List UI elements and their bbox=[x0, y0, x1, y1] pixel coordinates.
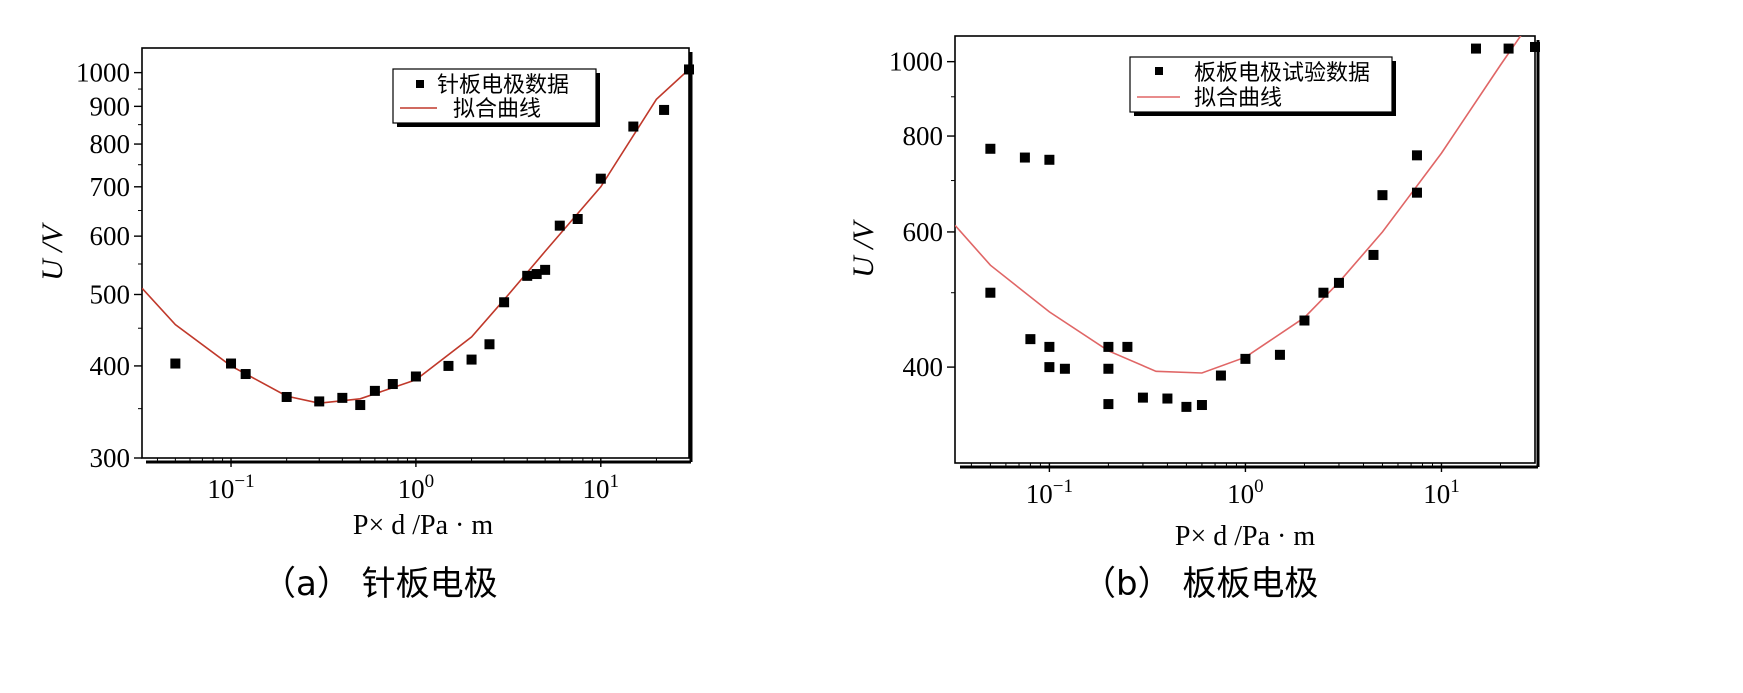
data-point bbox=[684, 64, 694, 75]
data-point bbox=[1137, 392, 1148, 403]
data-point bbox=[1299, 315, 1310, 326]
panel-b-legend-marker bbox=[1155, 67, 1163, 75]
data-point bbox=[1333, 277, 1344, 288]
data-point bbox=[281, 391, 292, 402]
data-point bbox=[1411, 187, 1422, 198]
panel-b-legend-line-label: 拟合曲线 bbox=[1194, 86, 1282, 111]
data-point bbox=[1059, 363, 1070, 374]
data-point bbox=[1240, 353, 1251, 364]
x-tick-label: 10−1 bbox=[207, 471, 254, 504]
y-tick-label: 500 bbox=[90, 279, 131, 309]
data-point bbox=[1044, 362, 1055, 373]
data-point bbox=[484, 339, 495, 350]
data-point bbox=[387, 379, 398, 390]
data-point bbox=[1181, 401, 1192, 412]
data-point bbox=[659, 104, 670, 115]
data-point bbox=[1196, 400, 1207, 411]
panel-a-y-label: U /V bbox=[36, 221, 69, 281]
data-point bbox=[1368, 249, 1379, 260]
data-point bbox=[1411, 150, 1422, 161]
data-point bbox=[1318, 287, 1329, 298]
x-tick-label: 101 bbox=[583, 471, 620, 504]
y-tick-label: 400 bbox=[90, 351, 131, 381]
data-point bbox=[337, 392, 348, 403]
data-point bbox=[540, 264, 551, 275]
y-tick-label: 800 bbox=[90, 129, 131, 159]
data-point bbox=[1162, 393, 1173, 404]
panel-a-legend-line-label: 拟合曲线 bbox=[453, 97, 541, 122]
panel-b-legend: 板板电极试验数据 拟合曲线 bbox=[1129, 56, 1396, 116]
data-point bbox=[1274, 349, 1285, 360]
x-tick-label: 101 bbox=[1423, 476, 1460, 509]
panel-b-caption: （b） 板板电极 bbox=[1082, 564, 1318, 604]
panel-b: 400 600 800 1000 10−1 100 101 U /V P× d /Pa ·… bbox=[847, 35, 1540, 604]
panel-b-x-label: P× d /Pa · m bbox=[1175, 521, 1315, 552]
panel-b-x-axis: 10−1 100 101 bbox=[970, 463, 1501, 509]
y-tick-label: 900 bbox=[90, 91, 131, 121]
data-point bbox=[1019, 152, 1030, 163]
data-point bbox=[226, 358, 237, 369]
data-point bbox=[531, 269, 542, 280]
data-point bbox=[369, 385, 380, 396]
x-tick-label: 100 bbox=[1227, 476, 1264, 509]
data-point bbox=[355, 400, 366, 411]
data-point bbox=[1503, 43, 1514, 54]
data-point bbox=[522, 270, 533, 281]
data-point bbox=[1122, 341, 1133, 352]
data-point bbox=[1103, 363, 1114, 374]
y-tick-label: 700 bbox=[90, 172, 131, 202]
y-tick-label: 400 bbox=[903, 352, 944, 382]
x-tick-label: 10−1 bbox=[1026, 476, 1073, 509]
data-point bbox=[1215, 370, 1226, 381]
data-point bbox=[170, 358, 181, 369]
data-point bbox=[1470, 43, 1481, 54]
data-point bbox=[410, 371, 421, 382]
data-point bbox=[1044, 154, 1055, 165]
data-point bbox=[572, 214, 583, 225]
panel-a-legend: 针板电极数据 拟合曲线 bbox=[392, 68, 600, 127]
data-point bbox=[628, 121, 639, 132]
data-point bbox=[554, 220, 565, 231]
panel-b-legend-marker-label: 板板电极试验数据 bbox=[1194, 61, 1370, 86]
data-point bbox=[1044, 341, 1055, 352]
y-tick-label: 600 bbox=[903, 217, 944, 247]
data-point bbox=[240, 369, 251, 380]
panel-b-data-points bbox=[985, 41, 1540, 412]
panel-a-caption: （a） 针板电极 bbox=[262, 564, 498, 604]
data-point bbox=[1377, 190, 1388, 201]
panel-a-x-axis: 10−1 100 101 bbox=[156, 458, 657, 504]
panel-a-legend-marker bbox=[416, 80, 424, 88]
x-tick-label: 100 bbox=[398, 471, 435, 504]
panel-a-x-label: P× d /Pa · m bbox=[353, 510, 493, 541]
panel-a-legend-marker-label: 针板电极数据 bbox=[437, 73, 569, 98]
y-tick-label: 800 bbox=[903, 121, 944, 151]
data-point bbox=[595, 173, 606, 184]
data-point bbox=[314, 396, 325, 407]
data-point bbox=[985, 287, 996, 298]
panel-b-y-label: U /V bbox=[847, 218, 880, 278]
data-point bbox=[1103, 399, 1114, 410]
data-point bbox=[499, 297, 510, 308]
panel-b-y-axis: 400 600 800 1000 bbox=[889, 47, 955, 382]
panel-a-data-points bbox=[170, 64, 694, 411]
y-tick-label: 1000 bbox=[76, 58, 130, 88]
y-tick-label: 600 bbox=[90, 221, 131, 251]
data-point bbox=[443, 360, 454, 371]
y-tick-label: 300 bbox=[90, 443, 131, 473]
y-tick-label: 1000 bbox=[889, 47, 943, 77]
data-point bbox=[1530, 41, 1540, 52]
data-point bbox=[1025, 334, 1036, 345]
data-point bbox=[985, 143, 996, 154]
data-point bbox=[466, 354, 477, 365]
data-point bbox=[1103, 341, 1114, 352]
